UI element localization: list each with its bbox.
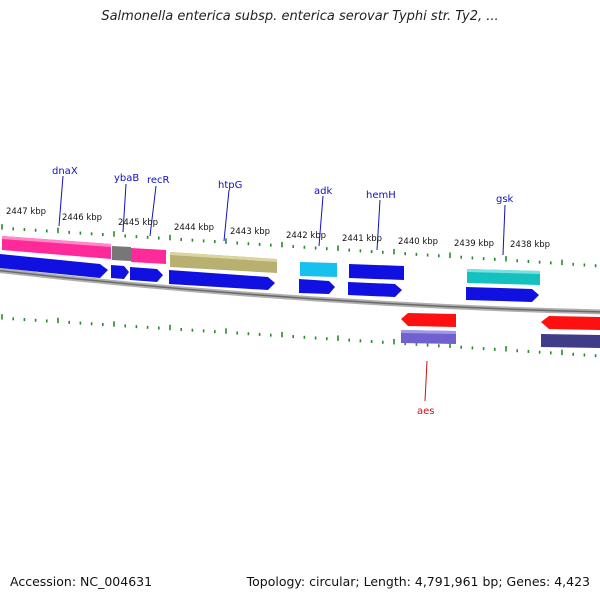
cds-arrow-recr[interactable] [130, 267, 163, 282]
tick-label: 2447 kbp [6, 207, 46, 217]
gene-label-recr[interactable]: recR [147, 175, 170, 186]
cds-arrow-adk[interactable] [299, 279, 335, 294]
gene-bar-dnax[interactable] [2, 236, 111, 259]
gene-label-adk[interactable]: adk [314, 186, 332, 197]
leader-ybab [122, 183, 127, 233]
gene-bar-reverse-right[interactable] [541, 334, 600, 348]
leader-aes [424, 360, 428, 402]
cds-arrow-gsk[interactable] [466, 287, 539, 302]
tick-labels: 2447 kbp 2446 kbp 2445 kbp 2444 kbp 2443… [6, 207, 550, 250]
tick-label: 2441 kbp [342, 234, 382, 244]
tick-label: 2443 kbp [230, 227, 270, 237]
cds-arrow-reverse-right[interactable] [541, 316, 600, 330]
gene-features-row [2, 236, 540, 285]
gene-label-htpg[interactable]: htpG [218, 180, 242, 191]
tick-label: 2446 kbp [62, 213, 102, 223]
cds-arrow-htpg[interactable] [169, 270, 275, 290]
cds-arrow-hemh[interactable] [348, 282, 402, 297]
gene-bar-adk[interactable] [300, 262, 337, 277]
tick-label: 2439 kbp [454, 239, 494, 249]
gene-label-dnax[interactable]: dnaX [52, 166, 78, 177]
gene-bar-htpg-shade [170, 252, 277, 262]
leader-htpg [223, 189, 230, 242]
map-title: Salmonella enterica subsp. enterica sero… [101, 9, 499, 24]
tick-label: 2444 kbp [174, 223, 214, 233]
gene-labels: dnaX ybaB recR htpG adk hemH gsk aes [52, 166, 514, 417]
gene-bar-hemh[interactable] [349, 264, 404, 280]
leader-hemh [376, 199, 381, 251]
gene-label-leaders [58, 175, 506, 402]
gene-bar-gsk-shade [467, 269, 540, 274]
backbone-inner [0, 269, 600, 313]
gene-bar-aes-shade [401, 330, 456, 334]
gene-bar-ybab[interactable] [112, 246, 131, 261]
accession-text: Accession: NC_004631 [10, 574, 153, 589]
cds-arrow-aes[interactable] [401, 313, 456, 327]
cds-arrow-ybab[interactable] [111, 265, 129, 279]
gene-label-aes[interactable]: aes [417, 406, 435, 417]
genome-summary-text: Topology: circular; Length: 4,791,961 bp… [246, 574, 590, 589]
tick-label: 2438 kbp [510, 240, 550, 250]
gene-bar-recr[interactable] [131, 248, 166, 264]
ticks-outer [1, 224, 597, 268]
leader-recr [149, 185, 157, 237]
ticks-inner [1, 314, 597, 358]
gene-label-hemh[interactable]: hemH [366, 190, 396, 201]
leader-gsk [502, 204, 506, 256]
gene-bar-dnax-shade [2, 236, 111, 247]
forward-cds-row [0, 254, 539, 302]
cds-arrow-dnax[interactable] [0, 254, 108, 278]
leader-dnax [58, 175, 64, 227]
leader-adk [318, 195, 324, 247]
tick-label: 2442 kbp [286, 231, 326, 241]
tick-label: 2440 kbp [398, 237, 438, 247]
reverse-cds-row [401, 313, 600, 348]
gene-label-gsk[interactable]: gsk [496, 194, 514, 205]
tick-label: 2445 kbp [118, 218, 158, 228]
gene-label-ybab[interactable]: ybaB [114, 173, 139, 184]
